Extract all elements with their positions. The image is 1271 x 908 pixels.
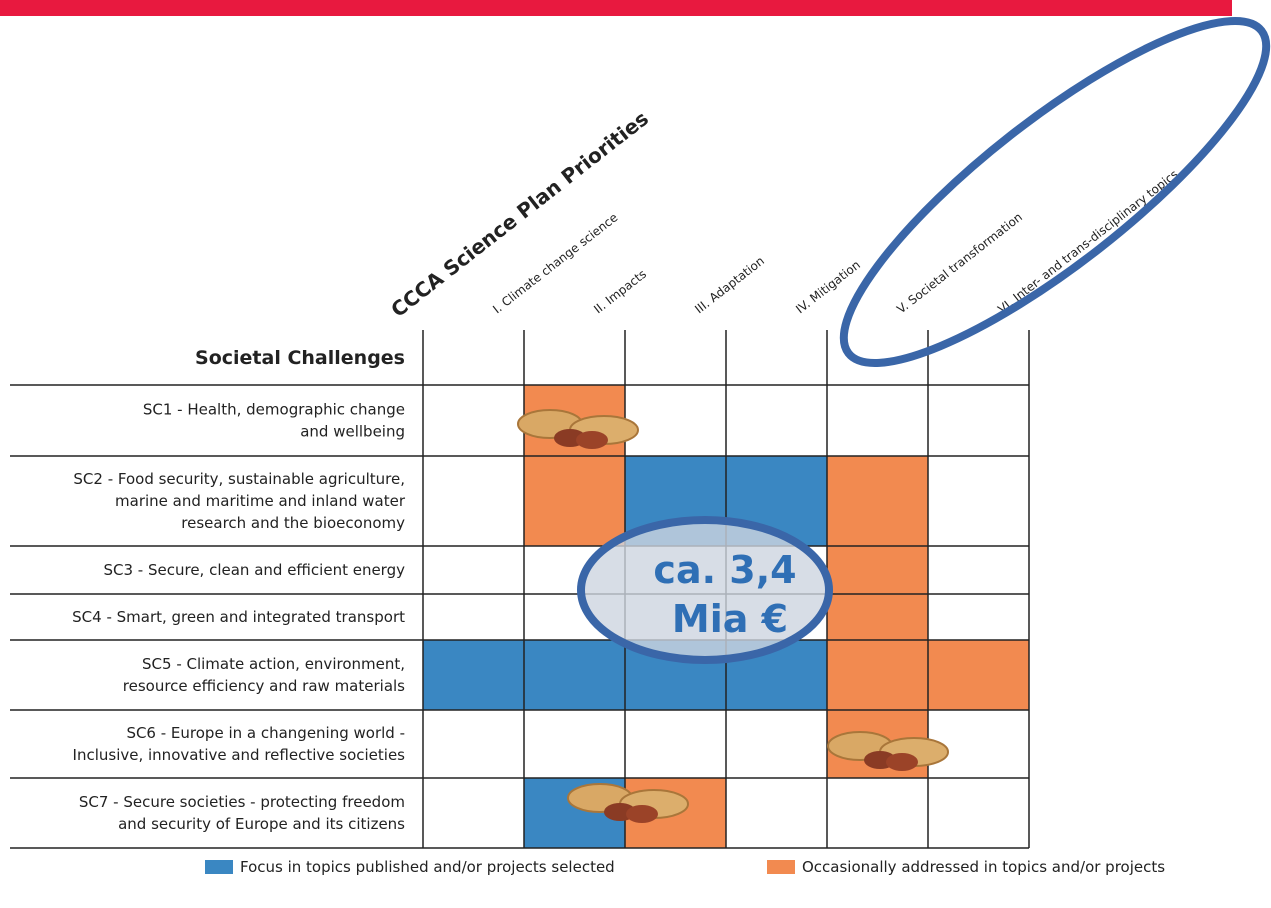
cell xyxy=(524,640,625,710)
column-header: III. Adaptation xyxy=(692,254,767,317)
row-label: marine and maritime and inland water xyxy=(115,492,406,510)
callout-text: ca. 3,4 xyxy=(653,548,796,592)
row-label: SC7 - Secure societies - protecting free… xyxy=(79,793,405,811)
column-header: VI. Inter- and trans-disciplinary topics xyxy=(995,167,1181,316)
cell xyxy=(827,594,928,640)
legend-swatch xyxy=(767,860,795,874)
cell xyxy=(827,546,928,594)
row-label: resource efficiency and raw materials xyxy=(123,677,405,695)
callout-text: Mia € xyxy=(672,597,788,641)
row-label: and security of Europe and its citizens xyxy=(118,815,405,833)
column-header: II. Impacts xyxy=(591,267,649,316)
row-label: research and the bioeconomy xyxy=(181,514,405,532)
cell xyxy=(928,640,1029,710)
row-label: SC2 - Food security, sustainable agricul… xyxy=(73,470,405,488)
row-label: SC4 - Smart, green and integrated transp… xyxy=(72,608,405,626)
callout-ellipse xyxy=(577,516,833,664)
top-bar xyxy=(0,0,1232,16)
highlight-ellipse xyxy=(839,17,1271,367)
cell xyxy=(827,456,928,546)
row-label: SC1 - Health, demographic change xyxy=(143,401,405,419)
row-label: and wellbeing xyxy=(300,423,405,441)
row-label: SC5 - Climate action, environment, xyxy=(142,655,405,673)
cell xyxy=(827,640,928,710)
legend-swatch xyxy=(205,860,233,874)
cell xyxy=(524,456,625,546)
row-label: Inclusive, innovative and reflective soc… xyxy=(73,746,406,764)
row-label: SC3 - Secure, clean and efficient energy xyxy=(104,561,406,579)
legend-label: Occasionally addressed in topics and/or … xyxy=(802,858,1165,876)
row-label: SC6 - Europe in a changening world - xyxy=(126,724,405,742)
cell xyxy=(423,640,524,710)
legend-label: Focus in topics published and/or project… xyxy=(240,858,615,876)
row-header: Societal Challenges xyxy=(195,347,405,369)
